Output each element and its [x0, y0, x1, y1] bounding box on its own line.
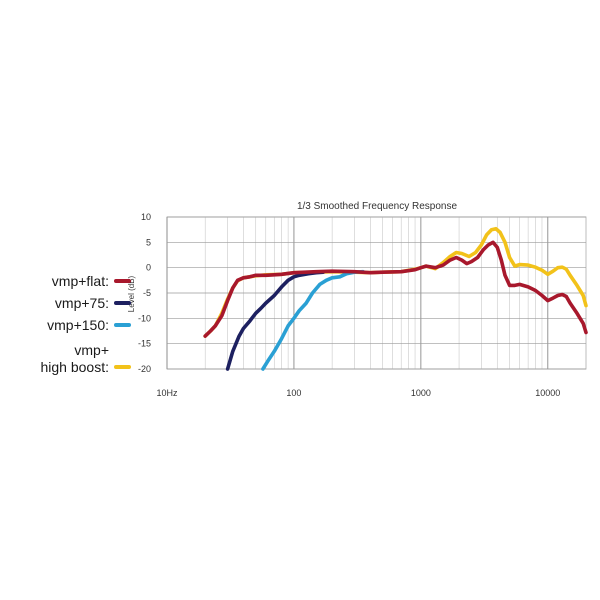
legend-item-flat: vmp+flat:	[4, 270, 134, 292]
y-tick-label: 5	[146, 237, 151, 247]
series-line-0	[203, 240, 588, 338]
legend-item-150: vmp+150:	[4, 314, 134, 336]
series-line-3	[203, 226, 588, 338]
y-tick-label: 0	[146, 263, 151, 273]
x-tick-label: 100	[286, 388, 301, 398]
y-tick-label: -10	[138, 313, 151, 323]
y-axis-label: Level (dB)	[127, 275, 136, 312]
series-lines	[203, 226, 588, 371]
legend-swatch-150	[114, 323, 131, 327]
chart-title: 1/3 Smoothed Frequency Response	[297, 201, 458, 212]
y-tick-label: -5	[143, 288, 151, 298]
legend-item-75: vmp+75:	[4, 292, 134, 314]
grid	[166, 216, 587, 370]
x-tick-label: 10000	[535, 388, 560, 398]
legend-label-high-boost: vmp+ high boost:	[40, 342, 110, 375]
legend: vmp+flat: vmp+75: vmp+150: vmp+ high boo…	[4, 270, 134, 376]
series-line-2	[261, 269, 365, 371]
y-tick-label: 10	[141, 212, 151, 222]
x-tick-label: 1000	[411, 388, 431, 398]
x-tick-label: 10Hz	[156, 388, 178, 398]
legend-label-75: vmp+75:	[54, 294, 109, 311]
legend-swatch-flat	[114, 279, 131, 283]
legend-item-high-boost: vmp+ high boost:	[4, 336, 134, 376]
series-line-1	[225, 270, 325, 371]
tick-labels: 10 5 0 -5 -10 -15 -20 10Hz 100 1000 10000	[138, 212, 560, 398]
y-tick-label: -15	[138, 339, 151, 349]
legend-label-150: vmp+150:	[47, 316, 109, 333]
legend-swatch-75	[114, 301, 131, 305]
y-tick-label: -20	[138, 364, 151, 374]
legend-label-flat: vmp+flat:	[51, 272, 109, 289]
legend-swatch-high-boost	[114, 365, 131, 369]
